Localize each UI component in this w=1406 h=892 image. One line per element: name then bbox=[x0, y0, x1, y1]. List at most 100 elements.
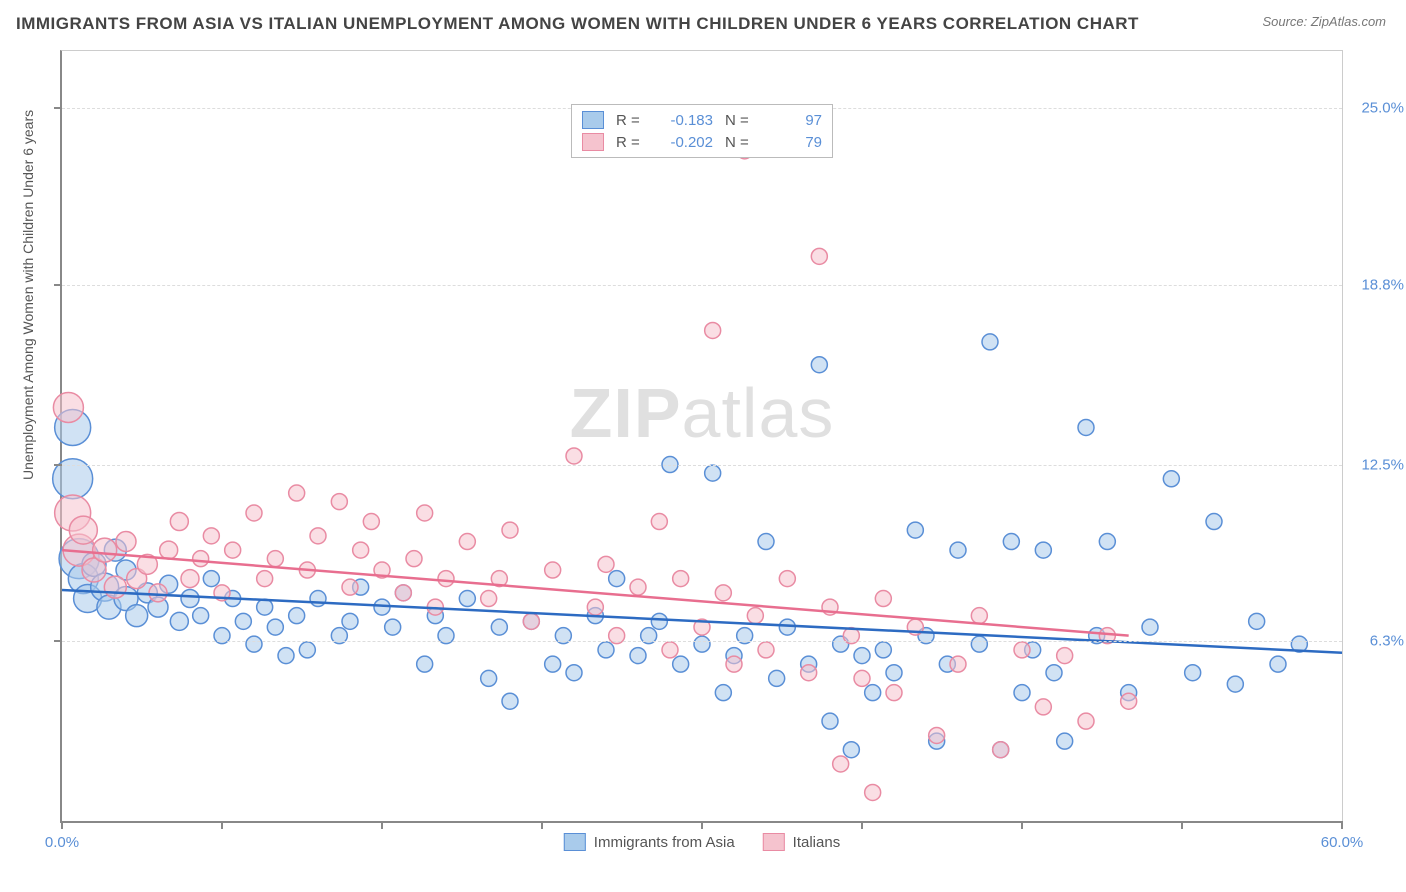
data-point bbox=[104, 576, 126, 598]
data-point bbox=[971, 608, 987, 624]
data-point bbox=[1206, 514, 1222, 530]
data-point bbox=[673, 656, 689, 672]
data-point bbox=[246, 636, 262, 652]
data-point bbox=[160, 541, 178, 559]
data-point bbox=[406, 551, 422, 567]
plot-area: ZIPatlas 0.0% 60.0% R =-0.183 N =97 R =-… bbox=[60, 50, 1343, 823]
data-point bbox=[181, 590, 199, 608]
legend-row-asia: R =-0.183 N =97 bbox=[582, 109, 822, 131]
legend-item-italians: Italians bbox=[763, 833, 841, 851]
y-tick-label: 25.0% bbox=[1361, 100, 1404, 117]
data-point bbox=[822, 713, 838, 729]
data-point bbox=[1057, 648, 1073, 664]
data-point bbox=[289, 485, 305, 501]
data-point bbox=[929, 727, 945, 743]
x-axis-max: 60.0% bbox=[1321, 834, 1364, 851]
data-point bbox=[257, 599, 273, 615]
data-point bbox=[854, 648, 870, 664]
data-point bbox=[566, 665, 582, 681]
data-point bbox=[149, 584, 167, 602]
data-point bbox=[715, 685, 731, 701]
data-point bbox=[502, 522, 518, 538]
data-point bbox=[865, 685, 881, 701]
data-point bbox=[331, 494, 347, 510]
data-point bbox=[566, 448, 582, 464]
data-point bbox=[1046, 665, 1062, 681]
data-point bbox=[950, 542, 966, 558]
data-point bbox=[545, 562, 561, 578]
data-point bbox=[299, 642, 315, 658]
data-point bbox=[481, 670, 497, 686]
data-point bbox=[417, 505, 433, 521]
data-point bbox=[545, 656, 561, 672]
data-point bbox=[267, 551, 283, 567]
data-point bbox=[523, 613, 539, 629]
data-point bbox=[353, 542, 369, 558]
data-point bbox=[1121, 693, 1137, 709]
data-point bbox=[342, 579, 358, 595]
data-point bbox=[193, 608, 209, 624]
data-point bbox=[769, 670, 785, 686]
data-point bbox=[1078, 419, 1094, 435]
data-point bbox=[886, 685, 902, 701]
data-point bbox=[1003, 534, 1019, 550]
y-tick-label: 6.3% bbox=[1370, 633, 1404, 650]
correlation-legend: R =-0.183 N =97 R =-0.202 N =79 bbox=[571, 104, 833, 158]
data-point bbox=[126, 605, 148, 627]
data-point bbox=[1057, 733, 1073, 749]
data-point bbox=[854, 670, 870, 686]
data-point bbox=[865, 784, 881, 800]
data-point bbox=[481, 591, 497, 607]
data-point bbox=[502, 693, 518, 709]
series-legend: Immigrants from Asia Italians bbox=[564, 833, 840, 851]
data-point bbox=[1249, 613, 1265, 629]
data-point bbox=[491, 619, 507, 635]
data-point bbox=[1227, 676, 1243, 692]
data-point bbox=[875, 591, 891, 607]
data-point bbox=[363, 514, 379, 530]
data-point bbox=[598, 556, 614, 572]
data-point bbox=[1163, 471, 1179, 487]
data-point bbox=[843, 742, 859, 758]
data-point bbox=[651, 514, 667, 530]
data-point bbox=[459, 534, 475, 550]
swatch-asia bbox=[582, 111, 604, 129]
data-point bbox=[235, 613, 251, 629]
data-point bbox=[1099, 534, 1115, 550]
data-point bbox=[811, 357, 827, 373]
data-point bbox=[310, 528, 326, 544]
scatter-svg bbox=[62, 51, 1342, 821]
source-label: Source: ZipAtlas.com bbox=[1262, 14, 1386, 29]
data-point bbox=[587, 599, 603, 615]
data-point bbox=[193, 551, 209, 567]
data-point bbox=[950, 656, 966, 672]
data-point bbox=[69, 516, 97, 544]
data-point bbox=[203, 528, 219, 544]
data-point bbox=[1014, 685, 1030, 701]
data-point bbox=[203, 571, 219, 587]
chart-title: IMMIGRANTS FROM ASIA VS ITALIAN UNEMPLOY… bbox=[16, 14, 1139, 34]
data-point bbox=[1035, 699, 1051, 715]
swatch-italians bbox=[582, 133, 604, 151]
data-point bbox=[651, 613, 667, 629]
data-point bbox=[886, 665, 902, 681]
data-point bbox=[662, 642, 678, 658]
data-point bbox=[225, 542, 241, 558]
data-point bbox=[417, 656, 433, 672]
data-point bbox=[726, 656, 742, 672]
data-point bbox=[598, 642, 614, 658]
data-point bbox=[833, 756, 849, 772]
data-point bbox=[758, 534, 774, 550]
legend-row-italians: R =-0.202 N =79 bbox=[582, 131, 822, 153]
data-point bbox=[875, 642, 891, 658]
y-axis-label: Unemployment Among Women with Children U… bbox=[20, 110, 36, 480]
data-point bbox=[170, 513, 188, 531]
data-point bbox=[267, 619, 283, 635]
data-point bbox=[246, 505, 262, 521]
data-point bbox=[811, 248, 827, 264]
data-point bbox=[779, 571, 795, 587]
data-point bbox=[170, 612, 188, 630]
data-point bbox=[1142, 619, 1158, 635]
data-point bbox=[630, 648, 646, 664]
data-point bbox=[907, 522, 923, 538]
